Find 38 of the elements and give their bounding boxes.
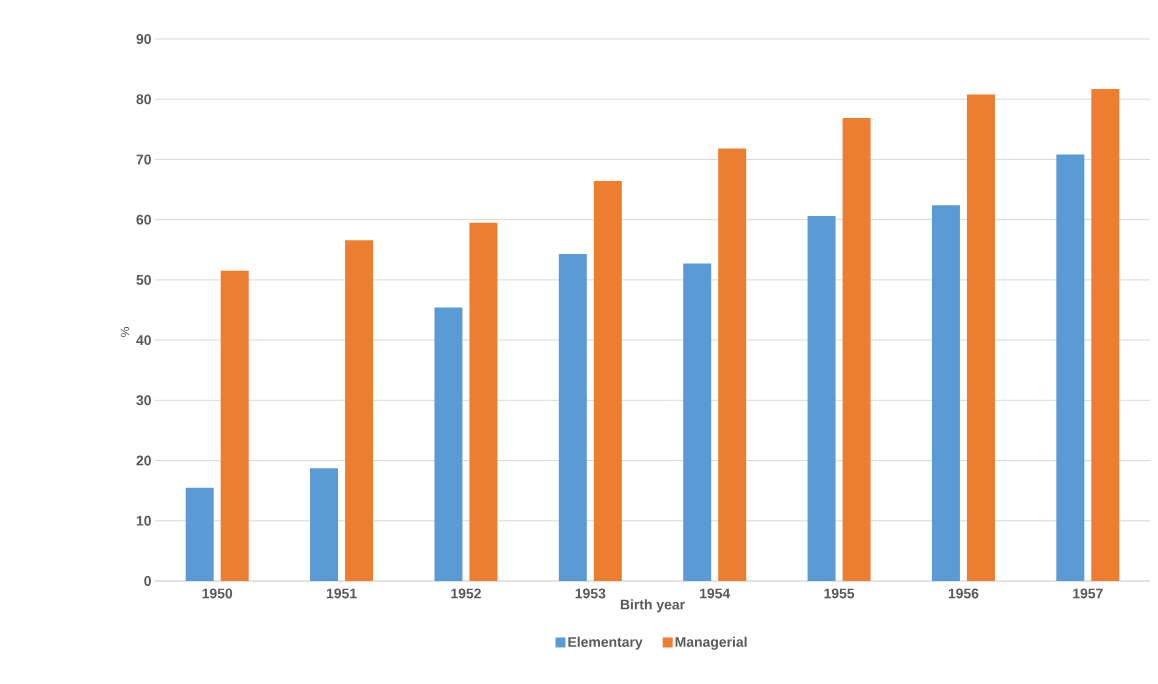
bar [185, 487, 214, 581]
bar [1056, 154, 1085, 581]
y-tick-label: 60 [136, 214, 151, 225]
y-tick-label: 50 [136, 274, 151, 285]
bar [593, 181, 622, 581]
x-axis-title: Birth year [620, 599, 685, 613]
bar [931, 205, 960, 581]
bar [310, 468, 339, 581]
x-tick-label: 1952 [451, 588, 481, 599]
x-tick-label: 1956 [948, 588, 979, 599]
y-tick-label: 10 [136, 515, 151, 526]
x-tick-label: 1951 [326, 588, 357, 599]
legend-label: Elementary [568, 636, 643, 650]
bar [220, 270, 249, 581]
y-tick-label: 40 [136, 335, 151, 346]
y-tick-label: 20 [136, 455, 151, 466]
bar [683, 263, 712, 581]
bar [842, 117, 871, 581]
y-tick-label: 80 [136, 94, 151, 105]
bar [718, 148, 747, 581]
x-tick-label: 1950 [202, 588, 233, 599]
bar [558, 253, 587, 581]
y-tick-label: 70 [136, 154, 151, 165]
x-tick-label: 1953 [575, 588, 606, 599]
x-tick-label: 1955 [824, 588, 855, 599]
y-axis-title: % [120, 327, 130, 337]
bar [966, 94, 995, 581]
x-tick-label: 1957 [1073, 588, 1103, 599]
bar [469, 222, 498, 581]
bar [434, 307, 463, 581]
y-tick-label: 0 [144, 576, 151, 586]
bar [807, 216, 836, 581]
y-tick-label: 90 [136, 34, 151, 44]
bar [345, 240, 374, 581]
legend-label: Managerial [675, 636, 747, 650]
bar [1091, 88, 1120, 581]
x-tick-label: 1954 [700, 588, 731, 599]
y-tick-label: 30 [136, 395, 151, 406]
